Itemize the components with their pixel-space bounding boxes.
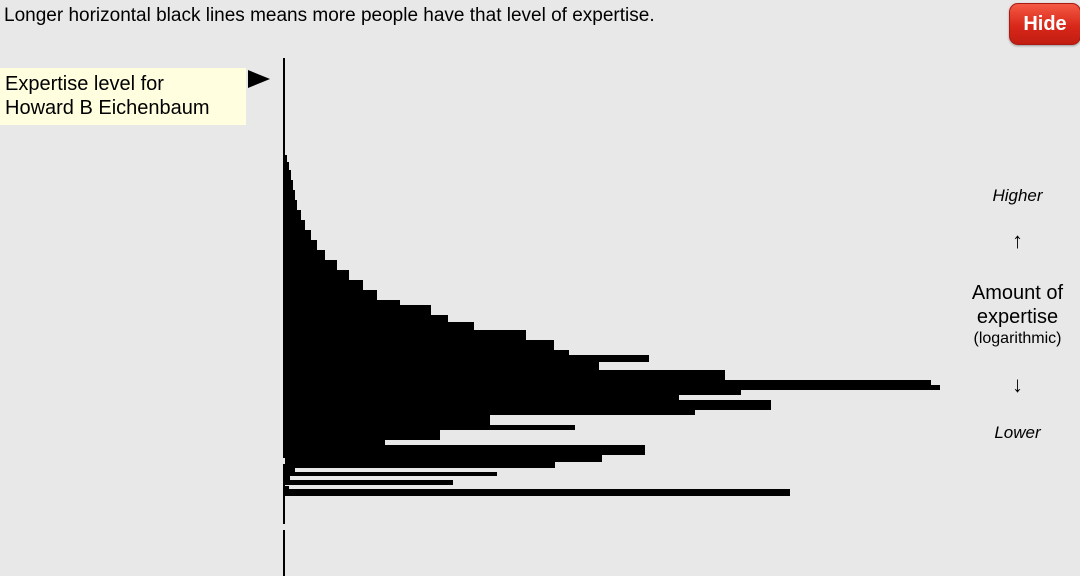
distribution-bar-36 <box>285 455 602 462</box>
instruction-text: Longer horizontal black lines means more… <box>4 5 655 26</box>
distribution-bar-3 <box>285 180 293 190</box>
distribution-bar-4 <box>285 190 295 200</box>
distribution-bar-28 <box>285 395 679 400</box>
distribution-bar-37 <box>285 462 555 468</box>
distribution-bar-34 <box>285 440 385 445</box>
distribution-bar-39 <box>285 472 497 476</box>
scale-higher-label: Higher <box>992 186 1043 205</box>
marker-label-line1: Expertise level for <box>5 73 164 95</box>
distribution-bar-41 <box>285 480 453 485</box>
distribution-bar-32 <box>285 425 575 430</box>
distribution-bar-5 <box>285 200 297 210</box>
distribution-bar-20 <box>285 340 554 350</box>
arrow-up-icon: ↑ <box>1012 228 1023 253</box>
distribution-bar-10 <box>285 250 325 260</box>
distribution-bar-38 <box>285 468 295 472</box>
distribution-bar-27 <box>285 390 741 395</box>
scale-lower-label: Lower <box>994 423 1041 442</box>
distribution-bar-8 <box>285 230 311 240</box>
distribution-bar-12 <box>285 270 349 280</box>
scale-log-note: (logarithmic) <box>973 330 1062 347</box>
distribution-bar-19 <box>285 330 526 340</box>
distribution-bar-7 <box>285 220 305 230</box>
distribution-bar-30 <box>285 410 695 415</box>
distribution-bar-25 <box>285 380 931 385</box>
distribution-bar-24 <box>285 370 725 380</box>
distribution-bar-42 <box>285 486 289 489</box>
arrow-down-icon: ↓ <box>1012 372 1023 397</box>
expertise-marker-label: Expertise level for Howard B Eichenbaum <box>0 68 246 125</box>
distribution-bar-35 <box>285 445 645 455</box>
scale-title: Amount of expertise <box>955 281 1080 329</box>
distribution-bar-33 <box>285 430 440 440</box>
distribution-bar-40 <box>285 476 290 480</box>
distribution-bar-1 <box>285 162 289 170</box>
scale-title-line1: Amount of <box>971 282 1064 304</box>
scale-title-line2: expertise <box>976 306 1059 328</box>
chart-bars <box>285 155 940 496</box>
marker-pointer-icon <box>248 70 270 88</box>
distribution-bar-21 <box>285 350 569 355</box>
distribution-bar-0 <box>285 155 287 162</box>
hide-button[interactable]: Hide <box>1009 3 1080 45</box>
distribution-bar-9 <box>285 240 317 250</box>
distribution-bar-26 <box>285 385 940 390</box>
distribution-bar-17 <box>285 315 448 322</box>
marker-label-line2: Howard B Eichenbaum <box>5 97 210 119</box>
distribution-bar-6 <box>285 210 301 220</box>
distribution-bar-43 <box>285 489 790 496</box>
distribution-bar-22 <box>285 355 649 362</box>
distribution-bar-13 <box>285 280 363 290</box>
distribution-bar-15 <box>285 300 400 305</box>
distribution-bar-11 <box>285 260 337 270</box>
distribution-bar-16 <box>285 305 431 315</box>
distribution-bar-31 <box>285 415 490 425</box>
distribution-bar-18 <box>285 322 474 330</box>
distribution-bar-14 <box>285 290 377 300</box>
distribution-bar-29 <box>285 400 771 410</box>
distribution-bar-2 <box>285 170 291 180</box>
distribution-bar-23 <box>285 362 599 370</box>
